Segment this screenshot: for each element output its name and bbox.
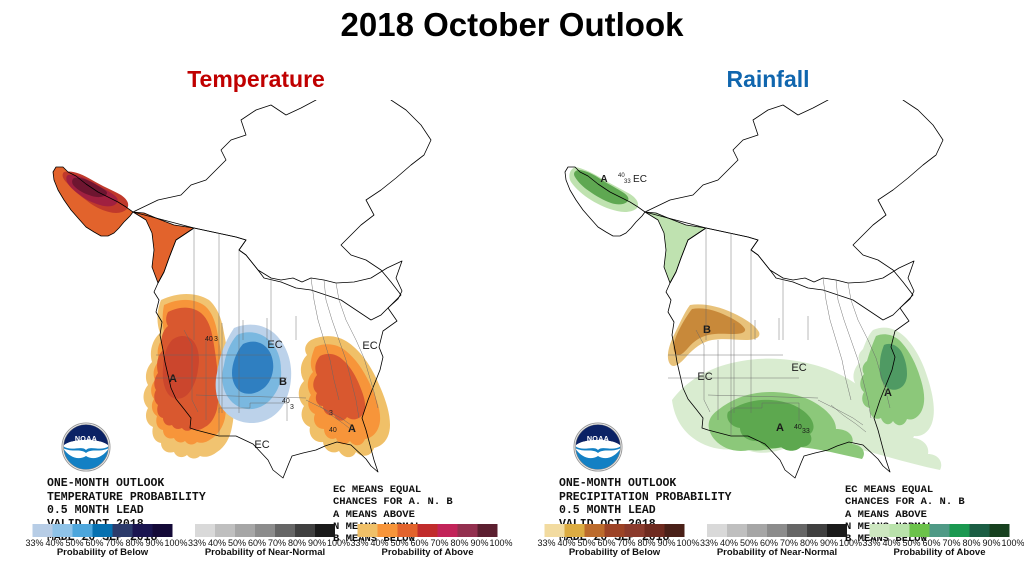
svg-text:40: 40	[794, 424, 802, 431]
svg-text:NOAA: NOAA	[75, 434, 97, 443]
svg-text:EC: EC	[791, 362, 806, 374]
svg-text:EC: EC	[267, 339, 282, 351]
svg-text:A: A	[348, 423, 356, 435]
svg-text:3: 3	[214, 336, 218, 343]
svg-text:A: A	[776, 422, 784, 434]
svg-text:EC: EC	[254, 439, 269, 451]
svg-text:33: 33	[624, 179, 631, 185]
svg-text:40: 40	[282, 398, 290, 405]
svg-text:EC: EC	[697, 371, 712, 383]
svg-text:A: A	[600, 174, 607, 185]
svg-text:NOAA: NOAA	[587, 434, 609, 443]
svg-text:EC: EC	[633, 174, 647, 185]
svg-text:33: 33	[802, 428, 810, 435]
svg-text:B: B	[703, 324, 711, 336]
svg-text:EC: EC	[362, 340, 377, 352]
svg-text:40: 40	[329, 427, 337, 434]
svg-text:3: 3	[290, 404, 294, 411]
